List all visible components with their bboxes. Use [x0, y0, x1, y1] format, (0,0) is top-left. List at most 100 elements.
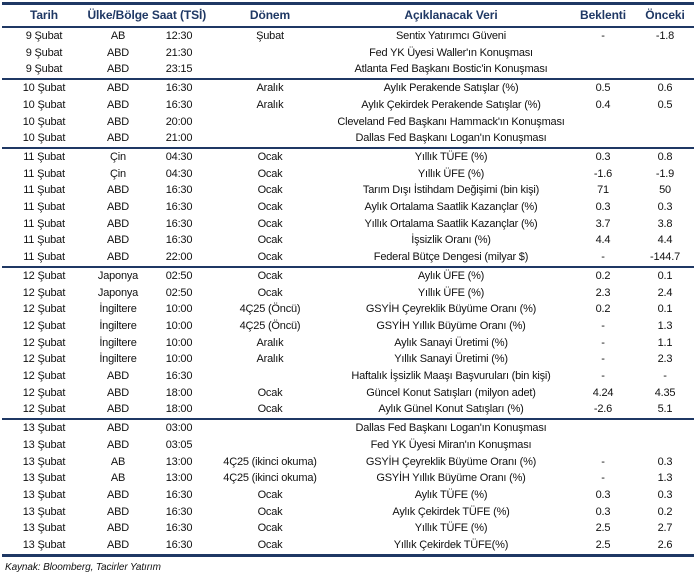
cell-ulke-bolge: ABD: [106, 184, 130, 197]
cell-beklenti: 0.3: [570, 146, 636, 166]
cell-onceki: [636, 114, 694, 131]
cell-beklenti: 2.5: [595, 539, 611, 552]
cell-onceki: 5.1: [657, 403, 673, 416]
table-row: 12 Şubat ABD 16:30 Haftalık İşsizlik Maaşı …: [2, 368, 694, 385]
table-row: 12 Şubat ABD 18:00 Ocak Güncel Konut Satışla…: [2, 385, 694, 402]
cell-beklenti: 4.24: [592, 386, 614, 399]
cell-donem: Ocak: [257, 251, 283, 264]
cell-onceki: 0.3: [657, 201, 673, 214]
cell-ulke-bolge: AB: [110, 472, 126, 485]
cell-donem: 4Ç25 (Öncü): [239, 319, 301, 332]
cell-donem: Ocak: [257, 167, 283, 180]
cell-onceki: 50: [659, 184, 671, 197]
cell-beklenti: [570, 61, 636, 79]
cell-onceki: 0.1: [657, 303, 673, 316]
cell-saat: 21:00: [165, 132, 193, 145]
cell-veri: Yıllık ÜFE (%): [417, 286, 485, 299]
cell-tarih: 11 Şubat: [23, 251, 65, 264]
cell-donem: Ocak: [257, 539, 283, 552]
cell-veri: Cleveland Fed Başkanı Hammack'ın Konuşma…: [337, 115, 565, 128]
cell-veri: Tarım Dışı İstihdam Değişimi (bin kişi): [362, 184, 540, 197]
cell-saat: 22:00: [165, 251, 193, 264]
table-row: 12 Şubat İngiltere 10:00 Aralık Aylık Sanayi…: [2, 335, 694, 352]
cell-beklenti: [570, 45, 636, 62]
cell-donem: Ocak: [257, 286, 283, 299]
cell-donem: [208, 437, 332, 454]
cell-onceki: 0.1: [636, 265, 694, 285]
cell-saat: 10:00: [165, 353, 193, 366]
cell-ulke-bolge: İngiltere: [99, 353, 137, 366]
table-row: 13 Şubat ABD 03:00 Dallas Fed Başkanı Logan…: [2, 418, 694, 437]
cell-veri: Fed YK Üyesi Miran'ın Konuşması: [370, 438, 532, 451]
table-row: 11 Şubat Çin 04:30 Ocak Yıllık TÜFE (%) 0.3 0.…: [2, 146, 694, 166]
cell-beklenti: 0.2: [595, 303, 611, 316]
cell-veri: Aylık TÜFE (%): [414, 488, 488, 501]
cell-donem: 4Ç25 (ikinci okuma): [223, 455, 317, 468]
cell-ulke-bolge: ABD: [106, 539, 130, 552]
cell-veri: Aylık ÜFE (%): [332, 265, 570, 285]
cell-ulke-bolge: ABD: [106, 438, 130, 451]
cell-tarih: 10 Şubat: [22, 115, 66, 128]
cell-donem: Aralık: [256, 353, 284, 366]
cell-onceki: -1.8: [655, 30, 675, 42]
cell-ulke-bolge: ABD: [106, 488, 130, 501]
cell-tarih: 11 Şubat: [2, 146, 86, 166]
cell-saat: 16:30: [165, 201, 193, 214]
cell-ulke-bolge: ABD: [106, 63, 130, 76]
cell-tarih: 10 Şubat: [22, 98, 66, 111]
cell-saat: 16:30: [150, 78, 208, 97]
cell-donem: Ocak: [257, 184, 283, 197]
cell-saat: 10:00: [165, 319, 193, 332]
cell-saat: 04:30: [165, 167, 193, 180]
cell-onceki: 0.2: [657, 505, 673, 518]
cell-beklenti: 3.7: [595, 217, 611, 230]
cell-ulke-bolge: ABD: [106, 234, 130, 247]
cell-saat: 18:00: [165, 386, 193, 399]
cell-ulke-bolge: ABD: [106, 217, 130, 230]
cell-saat: 16:30: [165, 522, 193, 535]
cell-onceki: 1.3: [657, 319, 673, 332]
cell-saat: 16:30: [165, 539, 193, 552]
cell-tarih: 9 Şubat: [25, 30, 63, 42]
table-row: 10 Şubat ABD 20:00 Cleveland Fed Başkanı Ha…: [2, 114, 694, 131]
table-header: Tarih Ülke/Bölge Saat (TSİ) Dönem Açıkla…: [2, 3, 694, 28]
cell-onceki: 0.5: [657, 98, 673, 111]
cell-donem: [208, 45, 332, 62]
cell-donem: [208, 418, 332, 437]
cell-tarih: 12 Şubat: [2, 265, 86, 285]
cell-donem: Ocak: [257, 505, 283, 518]
table-row: 11 Şubat ABD 16:30 Ocak Yıllık Ortalama Saat…: [2, 216, 694, 233]
cell-tarih: 12 Şubat: [22, 353, 66, 366]
cell-onceki: [636, 418, 694, 437]
cell-tarih: 13 Şubat: [22, 438, 66, 451]
table-row: 13 Şubat ABD 03:05 Fed YK Üyesi Miran'ın Ko…: [2, 437, 694, 454]
column-header-donem: Dönem: [208, 3, 332, 28]
cell-veri: Güncel Konut Satışları (milyon adet): [366, 386, 536, 399]
cell-beklenti: -: [601, 251, 605, 264]
cell-onceki: [636, 437, 694, 454]
cell-tarih: 12 Şubat: [22, 319, 66, 332]
cell-onceki: 4.4: [657, 234, 673, 247]
table-header-row: Tarih Ülke/Bölge Saat (TSİ) Dönem Açıkla…: [2, 3, 694, 28]
cell-donem: Ocak: [257, 234, 283, 247]
cell-beklenti: -: [601, 472, 605, 485]
cell-onceki: -1.9: [655, 167, 675, 180]
cell-beklenti: 2.3: [595, 286, 611, 299]
cell-saat: 02:50: [165, 286, 193, 299]
cell-onceki: [636, 61, 694, 79]
table-row: 13 Şubat ABD 16:30 Ocak Yıllık Çekirdek TÜFE…: [2, 537, 694, 555]
table-row: 10 Şubat ABD 21:00 Dallas Fed Başkanı Logan…: [2, 130, 694, 148]
cell-ulke-bolge: ABD: [106, 46, 130, 59]
cell-tarih: 13 Şubat: [22, 522, 66, 535]
cell-onceki: 4.35: [654, 386, 676, 399]
cell-ulke-bolge: ABD: [106, 386, 130, 399]
cell-donem: Ocak: [257, 201, 283, 214]
table-row: 9 Şubat ABD 21:30 Fed YK Üyesi Waller'ın Ko…: [2, 45, 694, 62]
cell-tarih: 9 Şubat: [25, 46, 63, 59]
cell-onceki: 3.8: [657, 217, 673, 230]
cell-beklenti: -: [601, 455, 605, 468]
cell-saat: 13:00: [165, 455, 193, 468]
table-row: 13 Şubat ABD 16:30 Ocak Aylık Çekirdek TÜFE …: [2, 504, 694, 521]
table-row: 10 Şubat ABD 16:30 Aralık Aylık Çekirdek Per…: [2, 97, 694, 114]
cell-veri: Aylık Günel Konut Satışları (%): [378, 403, 524, 416]
